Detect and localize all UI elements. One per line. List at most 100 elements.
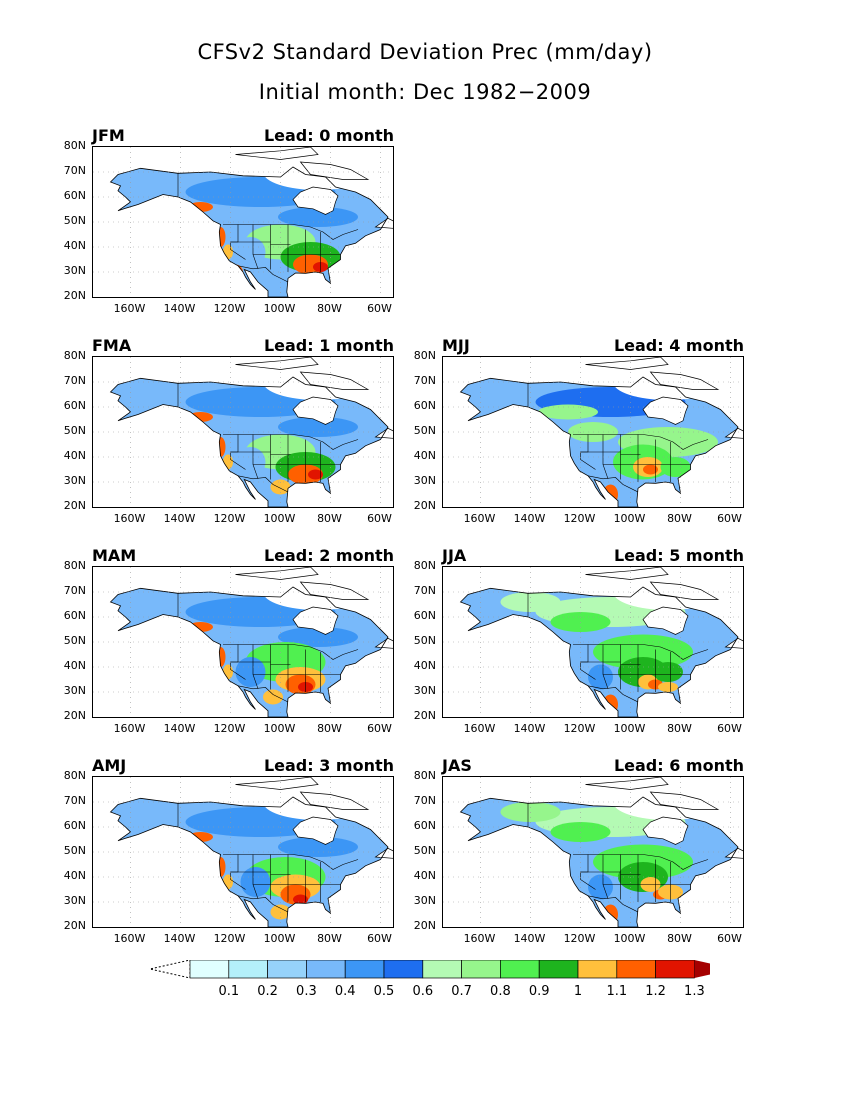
lon-tick-label: 140W: [163, 722, 196, 735]
value-region: [643, 464, 658, 475]
season-label: JJA: [442, 546, 467, 565]
map-svg: [93, 567, 393, 717]
value-region: [660, 457, 691, 477]
map-panel: MJJ Lead: 4 month 80N 70N 60N 50N 40N 30N 20N 160…: [414, 336, 798, 554]
colorbar-label: 0.4: [334, 984, 356, 999]
chart-subtitle: Initial month: Dec 1982−2009: [258, 80, 592, 104]
lat-tick-label: 20N: [63, 289, 86, 302]
value-region: [263, 689, 283, 705]
lead-label: Lead: 2 month: [263, 546, 394, 565]
lat-tick-label: 50N: [413, 424, 436, 437]
lon-tick-label: 80W: [667, 722, 692, 735]
map-panel: JFM Lead: 0 month 80N 70N 60N 50N 40N 30N 20N 160…: [64, 126, 448, 344]
boundary-line: [237, 685, 289, 703]
lat-tick-label: 30N: [413, 894, 436, 907]
island: [299, 161, 370, 180]
lon-tick-label: 120W: [213, 512, 246, 525]
lat-tick-label: 70N: [413, 374, 436, 387]
island: [299, 371, 370, 390]
value-region: [235, 237, 266, 267]
colorbar-label: 0.1: [218, 984, 240, 999]
value-region: [538, 404, 598, 420]
lon-tick-label: 140W: [513, 722, 546, 735]
colorbar-label: 0.9: [528, 984, 550, 999]
colorbar-swatch: [306, 959, 346, 979]
value-region: [588, 454, 613, 480]
lat-tick-label: 60N: [63, 189, 86, 202]
lat-tick-label: 60N: [63, 399, 86, 412]
lat-tick-label: 30N: [63, 474, 86, 487]
map-svg: [443, 357, 743, 507]
map-frame: [442, 776, 744, 928]
island: [649, 581, 720, 600]
colorbar-high-arrow: [694, 960, 735, 978]
colorbar: 0.1 0.2 0.3 0.4 0.5 0.6 0.7 0.8 0.9 1 1.1 1.2 1.3: [149, 959, 735, 1000]
colorbar-label: 0.8: [490, 984, 511, 999]
colorbar-label: 0.5: [373, 984, 395, 999]
lon-tick-label: 100W: [263, 932, 296, 945]
colorbar-label: 1.3: [684, 984, 705, 999]
season-label: JAS: [442, 756, 472, 775]
colorbar-swatch: [616, 959, 656, 979]
lat-tick-label: 70N: [63, 794, 86, 807]
colorbar-label: 1.1: [606, 984, 628, 999]
lat-tick-label: 80N: [413, 349, 436, 362]
lat-tick-label: 40N: [413, 659, 436, 672]
lon-tick-label: 160W: [113, 302, 146, 315]
lon-tick-label: 160W: [463, 722, 496, 735]
lon-tick-label: 80W: [317, 512, 342, 525]
lon-tick-label: 60W: [717, 932, 742, 945]
lat-tick-label: 60N: [63, 609, 86, 622]
lead-label: Lead: 6 month: [613, 756, 744, 775]
island: [235, 147, 319, 160]
lat-tick-label: 80N: [413, 769, 436, 782]
island: [585, 357, 669, 370]
lead-label: Lead: 4 month: [613, 336, 744, 355]
colorbar-label: 0.3: [296, 984, 317, 999]
lon-tick-label: 100W: [613, 932, 646, 945]
lon-tick-label: 100W: [263, 722, 296, 735]
lat-tick-label: 50N: [63, 424, 86, 437]
lat-tick-label: 20N: [413, 709, 436, 722]
lat-tick-label: 70N: [63, 584, 86, 597]
lat-tick-label: 40N: [413, 869, 436, 882]
lat-tick-label: 50N: [63, 214, 86, 227]
lon-tick-label: 140W: [513, 932, 546, 945]
boundary-line: [237, 265, 289, 283]
hudson-bay: [642, 606, 689, 635]
value-region: [653, 662, 683, 682]
boundary-line: [573, 434, 709, 450]
lat-tick-label: 30N: [413, 684, 436, 697]
lat-tick-label: 20N: [63, 499, 86, 512]
map-frame: [442, 566, 744, 718]
island: [585, 567, 669, 580]
lon-tick-label: 80W: [317, 932, 342, 945]
lon-tick-label: 160W: [463, 512, 496, 525]
lon-tick-label: 100W: [613, 512, 646, 525]
map-frame: [92, 356, 394, 508]
colorbar-swatch: [500, 959, 540, 979]
lat-tick-label: 60N: [413, 399, 436, 412]
colorbar-swatch: [267, 959, 307, 979]
season-label: AMJ: [92, 756, 127, 775]
lat-tick-label: 30N: [63, 684, 86, 697]
lon-tick-label: 80W: [667, 932, 692, 945]
lon-tick-label: 140W: [163, 302, 196, 315]
colorbar-label: 0.2: [257, 984, 278, 999]
colorbar-swatch: [189, 959, 230, 979]
lat-tick-label: 40N: [63, 449, 86, 462]
map-svg: [443, 567, 743, 717]
season-label: FMA: [92, 336, 132, 355]
lat-tick-label: 80N: [63, 349, 86, 362]
boundary-line: [573, 644, 709, 660]
lon-tick-label: 60W: [717, 722, 742, 735]
lead-label: Lead: 5 month: [613, 546, 744, 565]
lat-tick-label: 80N: [63, 769, 86, 782]
island: [299, 791, 370, 810]
colorbar-low-arrow: [149, 959, 191, 979]
map-svg: [93, 777, 393, 927]
hudson-bay: [292, 816, 339, 845]
map-svg: [93, 147, 393, 297]
map-panel: AMJ Lead: 3 month 80N 70N 60N 50N 40N 30N 20N 160…: [64, 756, 448, 974]
lon-tick-label: 60W: [367, 932, 392, 945]
